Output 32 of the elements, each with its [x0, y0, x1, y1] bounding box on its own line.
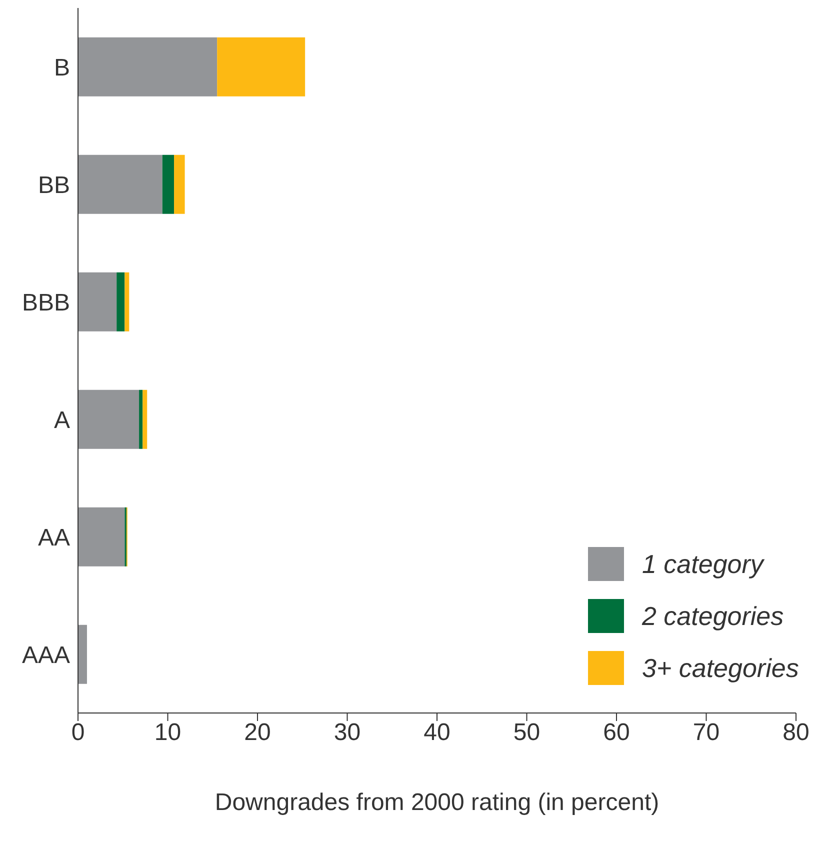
bar: [78, 624, 87, 684]
x-tick-label: 70: [692, 719, 720, 746]
bar: [217, 37, 306, 96]
x-tick-label: 0: [71, 719, 85, 746]
y-tick-label: BBB: [22, 289, 70, 316]
bar: [139, 390, 143, 449]
bar: [116, 272, 125, 332]
bar: [142, 390, 148, 449]
y-tick-label: AA: [38, 524, 70, 552]
x-tick-label: 30: [334, 719, 361, 746]
y-tick-label: B: [54, 54, 70, 82]
bar: [124, 272, 130, 332]
y-tick-label: BB: [38, 172, 70, 199]
bar: [78, 272, 117, 332]
x-tick-label: 10: [154, 719, 182, 746]
legend-label: 3+ categories: [642, 652, 799, 684]
x-tick-label: 20: [244, 719, 271, 746]
x-tick-label: 60: [603, 719, 630, 746]
legend-label: 2 categories: [642, 600, 784, 632]
bar: [78, 37, 218, 96]
bar: [162, 154, 174, 214]
x-tick-label: 80: [782, 719, 810, 746]
x-tick-label: 40: [424, 719, 450, 746]
bar: [174, 154, 185, 214]
legend-label: 1 category: [642, 548, 764, 580]
y-tick-label: A: [54, 406, 70, 434]
bar: [78, 154, 162, 214]
bar: [78, 507, 125, 566]
bar: [78, 390, 140, 449]
y-tick-label: AAA: [22, 642, 70, 669]
x-tick-label: 50: [513, 719, 540, 746]
x-axis-title: Downgrades from 2000 rating (in percent): [214, 789, 660, 816]
